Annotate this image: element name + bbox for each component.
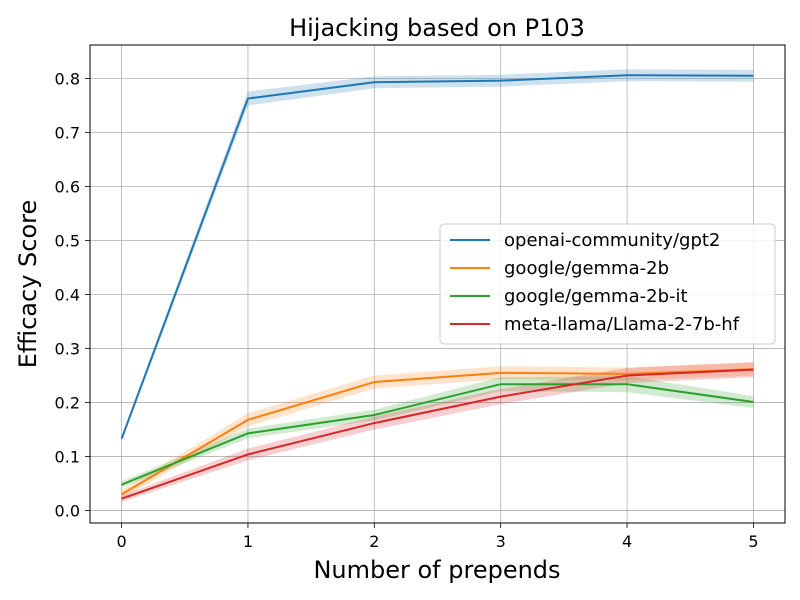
x-tick-label: 5: [748, 532, 758, 551]
chart-title: Hijacking based on P103: [289, 14, 585, 42]
confidence-band-3: [121, 362, 754, 502]
series-lines: [120, 74, 754, 500]
x-tick-label: 3: [496, 532, 506, 551]
series-line-0: [120, 74, 754, 440]
legend-label: google/gemma-2b: [504, 258, 669, 279]
series-line-1: [121, 368, 754, 496]
y-tick-label: 0.2: [55, 394, 80, 413]
series-line-3: [121, 368, 754, 500]
y-tick-label: 0.8: [55, 69, 80, 88]
legend-label: google/gemma-2b-it: [504, 286, 688, 307]
legend-label: meta-llama/Llama-2-7b-hf: [504, 314, 740, 335]
y-axis-title: Efficacy Score: [14, 200, 42, 369]
x-tick-label: 2: [369, 532, 379, 551]
y-tick-label: 0.4: [55, 286, 80, 305]
plot-frame: [89, 44, 786, 524]
x-tick-label: 4: [622, 532, 632, 551]
axis-ticks: 0 1 2 3 4 5 0.0 0.1 0.2 0.3 0.4 0.5 0.6 0.7 0.8: [55, 69, 759, 551]
x-tick-label: 0: [116, 532, 126, 551]
series-line-2: [121, 383, 754, 486]
y-tick-label: 0.0: [55, 502, 80, 521]
y-tick-label: 0.7: [55, 123, 80, 142]
confidence-band-1: [121, 362, 754, 499]
y-tick-label: 0.6: [55, 178, 80, 197]
legend-label: openai-community/gpt2: [504, 230, 720, 251]
x-tick-label: 1: [243, 532, 253, 551]
x-axis-title: Number of prepends: [313, 556, 560, 584]
confidence-band-2: [121, 376, 754, 488]
confidence-bands: [121, 69, 754, 502]
y-tick-label: 0.3: [55, 340, 80, 359]
y-tick-label: 0.5: [55, 232, 80, 251]
y-tick-label: 0.1: [55, 448, 80, 467]
legend-box: [439, 223, 776, 345]
legend: openai-community/gpt2 google/gemma-2b goog…: [439, 223, 776, 345]
